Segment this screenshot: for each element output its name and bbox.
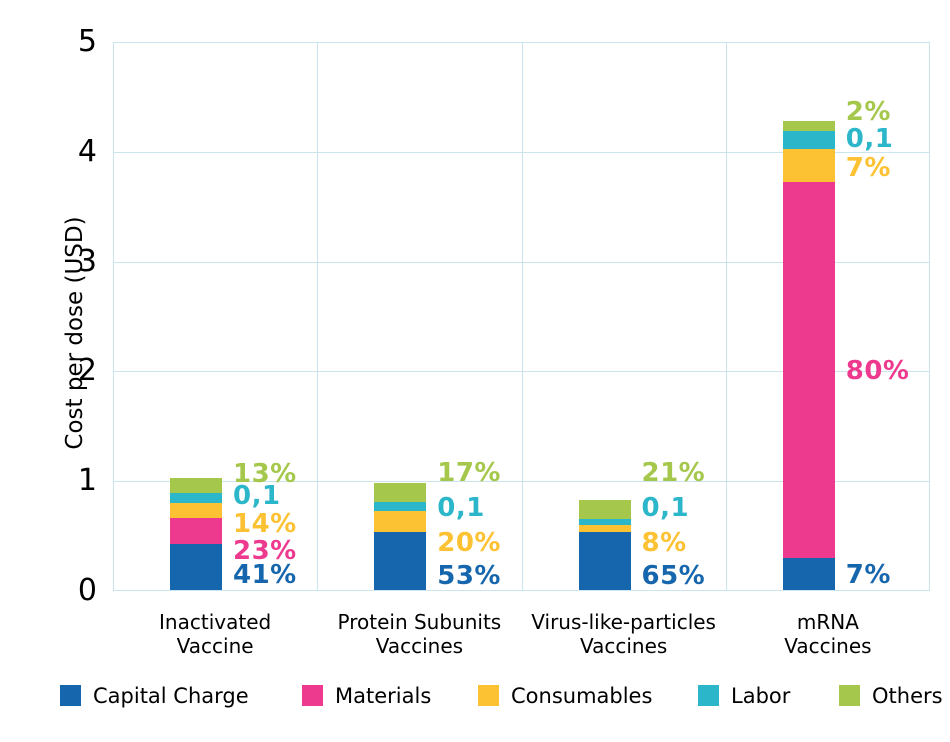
bar-segment-others bbox=[782, 121, 835, 132]
value-label-labor: 0,1 bbox=[641, 493, 690, 523]
value-label-capital: 41% bbox=[233, 560, 297, 590]
y-tick-label: 5 bbox=[77, 24, 97, 59]
legend-swatch-capital-icon bbox=[60, 685, 81, 706]
x-category-label-line: mRNA bbox=[796, 610, 859, 634]
y-tick-label: 0 bbox=[77, 573, 97, 608]
y-axis-title: Cost per dose (USD) bbox=[62, 216, 88, 450]
x-category-label-line: Virus-like-particles bbox=[531, 610, 716, 634]
value-label-labor: 0,1 bbox=[233, 481, 281, 511]
value-label-others: 2% bbox=[845, 97, 891, 127]
legend: Capital Charge Materials Consumables Labor O… bbox=[0, 684, 950, 714]
x-category-label: Virus-like-particles Vaccines bbox=[504, 610, 744, 658]
legend-label: Others bbox=[872, 684, 943, 708]
bar-2 bbox=[578, 500, 631, 590]
y-tick-label: 4 bbox=[77, 133, 97, 169]
y-tick-label: 3 bbox=[77, 243, 97, 279]
value-label-capital: 7% bbox=[845, 560, 891, 590]
value-label-consumables: 20% bbox=[437, 528, 501, 558]
gridline-vertical bbox=[725, 43, 727, 590]
bar-segment-labor bbox=[578, 519, 631, 526]
x-category-label-line: Protein Subunits bbox=[337, 610, 502, 634]
value-label-others: 21% bbox=[641, 458, 706, 488]
legend-label: Materials bbox=[335, 684, 432, 708]
x-category-label: Inactivated Vaccine bbox=[95, 610, 335, 658]
bar-segment-consumables bbox=[374, 510, 427, 532]
bar-segment-labor bbox=[782, 131, 835, 150]
legend-swatch-materials-icon bbox=[302, 685, 323, 706]
legend-swatch-consumables-icon bbox=[478, 685, 499, 706]
x-category-label-line: Vaccine bbox=[176, 634, 254, 658]
value-label-capital: 65% bbox=[641, 561, 706, 591]
bar-segment-consumables bbox=[170, 502, 222, 519]
bar-3 bbox=[782, 121, 835, 590]
x-category-label: mRNA Vaccines bbox=[708, 610, 948, 658]
value-label-consumables: 7% bbox=[845, 153, 891, 183]
gridline-vertical bbox=[317, 43, 319, 590]
bar-segment-capital bbox=[170, 544, 222, 590]
bar-segment-materials bbox=[782, 182, 835, 559]
gridline-vertical bbox=[521, 43, 523, 590]
legend-label: Labor bbox=[731, 684, 791, 708]
value-label-consumables: 14% bbox=[233, 509, 297, 539]
bar-segment-capital bbox=[782, 558, 835, 590]
value-label-labor: 0,1 bbox=[845, 124, 894, 154]
bar-segment-capital bbox=[374, 531, 427, 590]
bar-segment-others bbox=[170, 478, 222, 493]
bar-segment-consumables bbox=[578, 525, 631, 532]
value-label-capital: 53% bbox=[437, 561, 501, 591]
value-label-others: 13% bbox=[233, 459, 297, 489]
bar-segment-labor bbox=[170, 492, 222, 503]
bar-1 bbox=[374, 482, 427, 590]
y-tick-label: 1 bbox=[77, 463, 97, 499]
bar-segment-labor bbox=[374, 501, 427, 511]
legend-swatch-labor-icon bbox=[698, 685, 719, 706]
plot-area bbox=[113, 42, 930, 591]
bar-segment-others bbox=[578, 500, 631, 520]
x-category-label-line: Inactivated bbox=[159, 610, 272, 634]
bar-segment-consumables bbox=[782, 149, 835, 183]
value-label-materials: 23% bbox=[233, 536, 297, 566]
bar-segment-materials bbox=[170, 518, 222, 545]
bar-segment-others bbox=[374, 482, 427, 502]
legend-label: Capital Charge bbox=[93, 684, 249, 708]
x-category-label-line: Vaccines bbox=[784, 634, 872, 658]
value-label-others: 17% bbox=[437, 458, 501, 488]
value-label-labor: 0,1 bbox=[437, 493, 485, 523]
x-category-label-line: Vaccines bbox=[375, 634, 464, 658]
bar-segment-capital bbox=[578, 531, 631, 590]
value-label-consumables: 8% bbox=[641, 528, 687, 558]
legend-label: Consumables bbox=[511, 684, 653, 708]
x-category-label: Protein Subunits Vaccines bbox=[299, 610, 539, 658]
value-label-materials: 80% bbox=[845, 356, 910, 386]
legend-swatch-others-icon bbox=[839, 685, 860, 706]
bar-0 bbox=[170, 478, 222, 590]
x-category-label-line: Vaccines bbox=[579, 634, 668, 658]
y-tick-label: 2 bbox=[77, 353, 97, 389]
